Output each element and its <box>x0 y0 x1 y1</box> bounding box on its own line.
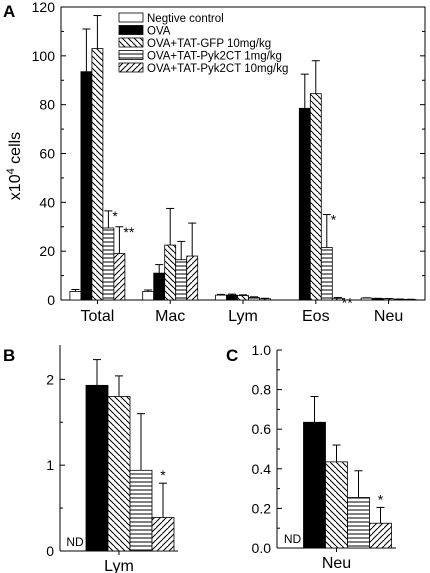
legend-swatch <box>118 12 144 23</box>
panel-c-ytick-label: 0.4 <box>252 461 272 477</box>
bar-total-s0 <box>69 291 82 301</box>
panel-c-ytick-label: 0.0 <box>252 540 272 556</box>
panel-c-bar-s2 <box>325 461 348 549</box>
bar-mac-s0 <box>142 291 155 301</box>
panel-c-significance: * <box>378 491 384 507</box>
panel-label-c: C <box>226 346 238 365</box>
bar-mac-s3 <box>175 259 188 301</box>
legend-label: OVA+TAT-Pyk2CT 10mg/kg <box>147 63 288 75</box>
panel-a-significance: * <box>331 212 337 228</box>
bar-total-s4 <box>113 253 126 301</box>
panel-b-bar-s1 <box>85 384 109 552</box>
panel-c-ytick-label: 0.2 <box>252 500 272 516</box>
panel-a-ytick-label: 80 <box>39 97 55 113</box>
panel-c-ytick-label: 0.6 <box>252 421 272 437</box>
panel-a-ytick-label: 20 <box>39 243 55 259</box>
legend-label: OVA+TAT-GFP 10mg/kg <box>147 38 271 50</box>
legend-swatch <box>118 50 144 60</box>
panel-a-significance: ** <box>342 295 353 311</box>
panel-c-bar-s3 <box>347 497 370 549</box>
bar-eos-s1 <box>298 107 311 301</box>
panel-b-bar-s2 <box>107 396 131 552</box>
bar-lym-s1 <box>226 294 238 301</box>
panel-c-ytick-label: 0.8 <box>252 382 272 398</box>
panel-a-xtick-label: Lym <box>228 308 258 325</box>
panel-b-bar-s3 <box>129 469 153 552</box>
bar-total-s3 <box>102 227 115 301</box>
panel-a-ytick-label: 0 <box>47 292 55 308</box>
bar-mac-s2 <box>164 244 177 301</box>
legend-swatch <box>118 37 144 48</box>
bar-eos-s3 <box>320 247 333 301</box>
panel-b-bar-s4 <box>151 517 175 552</box>
panel-c-xtick-label: Neu <box>322 555 351 572</box>
panel-b-chart: 0 1 2 ND * Lym <box>46 345 178 573</box>
bar-mac-s4 <box>186 255 199 301</box>
panel-c-chart: 0.0 0.2 0.4 0.6 0.8 1.0 ND * Neu <box>252 342 396 572</box>
panel-label-b: B <box>3 346 15 365</box>
legend-label: Negtive control <box>147 13 224 25</box>
panel-c-ytick-label: 1.0 <box>252 342 272 358</box>
bar-mac-s1 <box>153 272 166 301</box>
panel-a-significance: * <box>112 208 118 224</box>
panel-b-ytick-label: 2 <box>46 371 54 387</box>
panel-a-xtick-label: Mac <box>155 308 185 325</box>
legend-label: OVA <box>147 26 171 38</box>
panel-c-nd-label: ND <box>284 532 302 546</box>
legend-label: OVA+TAT-Pyk2CT 1mg/kg <box>147 51 282 63</box>
panel-a-ytick-label: 40 <box>39 194 55 210</box>
bar-total-s2 <box>91 48 104 301</box>
panel-a-ytick-label: 100 <box>32 48 56 64</box>
panel-b-ytick-label: 0 <box>46 543 54 559</box>
panel-b-nd-label: ND <box>66 535 84 549</box>
bar-total-s1 <box>80 71 93 301</box>
bar-lym-s3 <box>248 297 260 301</box>
bar-neu-s0 <box>360 297 373 301</box>
panel-a-xtick-label: Total <box>81 308 115 325</box>
panel-c-bar-s4 <box>369 522 392 549</box>
panel-c-bar-s1 <box>303 421 326 549</box>
panel-a-ytick-label: 60 <box>39 146 55 162</box>
panel-a-significance: ** <box>123 224 134 240</box>
legend-swatch <box>118 25 144 35</box>
panel-b-significance: * <box>160 467 166 483</box>
legend-swatch <box>118 62 144 73</box>
bar-lym-s4 <box>259 298 271 301</box>
bar-lym-s0 <box>215 294 227 301</box>
bar-lym-s2 <box>237 295 249 301</box>
panel-a-ylabel: x104 cells <box>5 132 24 200</box>
panel-a-ytick-label: 120 <box>32 0 56 15</box>
bar-eos-s2 <box>309 93 322 301</box>
panel-label-a: A <box>3 2 15 21</box>
panel-a-xtick-label: Neu <box>374 308 403 325</box>
panel-b-xtick-label: Lym <box>104 558 134 573</box>
panel-b-ytick-label: 1 <box>46 457 54 473</box>
panel-a-xtick-label: Eos <box>302 308 330 325</box>
